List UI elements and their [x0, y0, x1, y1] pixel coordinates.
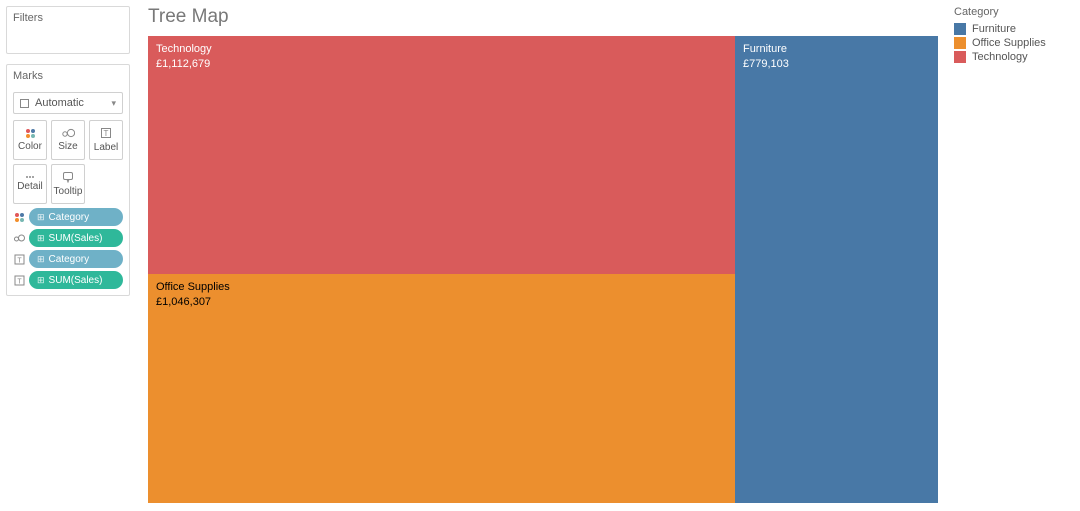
- pill-row[interactable]: ⊞ Category: [13, 208, 123, 226]
- pill-shelf-icon: [13, 232, 25, 244]
- marks-detail-button[interactable]: Detail: [13, 164, 47, 204]
- filters-shelf[interactable]: Filters: [6, 6, 130, 54]
- legend-label: Furniture: [972, 23, 1016, 35]
- treemap-block[interactable]: Office Supplies£1,046,307: [148, 274, 735, 503]
- pill[interactable]: ⊞ SUM(Sales): [29, 271, 123, 289]
- marks-color-label: Color: [18, 141, 42, 152]
- color-icon: [15, 213, 24, 222]
- marks-card: Marks Automatic ▾ Color Size T: [6, 64, 130, 296]
- legend-item[interactable]: Technology: [954, 50, 1072, 64]
- tooltip-icon: [62, 171, 74, 183]
- field-icon: ⊞: [37, 254, 45, 265]
- treemap-block-value: £779,103: [743, 57, 930, 72]
- mark-type-label: Automatic: [35, 97, 84, 109]
- field-icon: ⊞: [37, 275, 45, 286]
- legend-item[interactable]: Office Supplies: [954, 36, 1072, 50]
- treemap-block[interactable]: Furniture£779,103: [735, 36, 938, 503]
- legend-swatch: [954, 37, 966, 49]
- left-panel: Filters Marks Automatic ▾ Color Size: [0, 0, 136, 511]
- pill-label: SUM(Sales): [49, 275, 103, 286]
- svg-text:T: T: [17, 257, 22, 264]
- label-icon: T: [14, 275, 25, 286]
- treemap-block[interactable]: Technology£1,112,679: [148, 36, 735, 274]
- legend-items: Furniture Office Supplies Technology: [954, 22, 1072, 64]
- treemap-block-value: £1,112,679: [156, 57, 727, 72]
- marks-color-button[interactable]: Color: [13, 120, 47, 160]
- chart-area: Tree Map Technology£1,112,679Office Supp…: [136, 0, 946, 511]
- legend-label: Office Supplies: [972, 37, 1046, 49]
- treemap[interactable]: Technology£1,112,679Office Supplies£1,04…: [148, 36, 938, 503]
- svg-text:T: T: [17, 278, 22, 285]
- chart-title: Tree Map: [148, 6, 938, 28]
- treemap-block-value: £1,046,307: [156, 295, 727, 310]
- marks-pills: ⊞ Category ⊞ SUM(Sales) T ⊞ Category T ⊞ SUM(Sale…: [13, 208, 123, 289]
- svg-text:T: T: [104, 129, 109, 138]
- field-icon: ⊞: [37, 233, 45, 244]
- pill-shelf-icon: [13, 211, 25, 223]
- pill-label: Category: [49, 212, 90, 223]
- marks-title: Marks: [7, 65, 129, 87]
- pill-row[interactable]: T ⊞ SUM(Sales): [13, 271, 123, 289]
- legend-swatch: [954, 51, 966, 63]
- detail-icon: [26, 176, 34, 178]
- marks-tooltip-label: Tooltip: [54, 186, 83, 197]
- pill-shelf-icon: T: [13, 274, 25, 286]
- marks-label-label: Label: [94, 142, 118, 153]
- legend-label: Technology: [972, 51, 1028, 63]
- marks-size-button[interactable]: Size: [51, 120, 85, 160]
- size-icon: [13, 233, 25, 243]
- treemap-block-name: Office Supplies: [156, 280, 727, 295]
- pill[interactable]: ⊞ Category: [29, 208, 123, 226]
- pill-shelf-icon: T: [13, 253, 25, 265]
- legend-item[interactable]: Furniture: [954, 22, 1072, 36]
- mark-buttons-row-1: Color Size T Label: [13, 120, 123, 160]
- mark-type-dropdown[interactable]: Automatic ▾: [13, 92, 123, 114]
- legend-title: Category: [954, 6, 1072, 18]
- marks-tooltip-button[interactable]: Tooltip: [51, 164, 85, 204]
- marks-size-label: Size: [58, 141, 77, 152]
- pill[interactable]: ⊞ SUM(Sales): [29, 229, 123, 247]
- legend-swatch: [954, 23, 966, 35]
- mark-buttons-row-2: Detail Tooltip: [13, 164, 123, 204]
- pill-row[interactable]: T ⊞ Category: [13, 250, 123, 268]
- pill-label: SUM(Sales): [49, 233, 103, 244]
- color-icon: [26, 129, 35, 138]
- size-icon: [61, 128, 75, 138]
- field-icon: ⊞: [37, 212, 45, 223]
- square-icon: [20, 99, 29, 108]
- label-icon: T: [100, 127, 112, 139]
- marks-detail-label: Detail: [17, 181, 43, 192]
- treemap-block-name: Technology: [156, 42, 727, 57]
- legend-panel: Category Furniture Office Supplies Technol…: [946, 0, 1080, 511]
- pill[interactable]: ⊞ Category: [29, 250, 123, 268]
- pill-row[interactable]: ⊞ SUM(Sales): [13, 229, 123, 247]
- treemap-block-name: Furniture: [743, 42, 930, 57]
- filters-title: Filters: [7, 7, 129, 29]
- marks-label-button[interactable]: T Label: [89, 120, 123, 160]
- label-icon: T: [14, 254, 25, 265]
- pill-label: Category: [49, 254, 90, 265]
- chevron-down-icon: ▾: [111, 98, 116, 109]
